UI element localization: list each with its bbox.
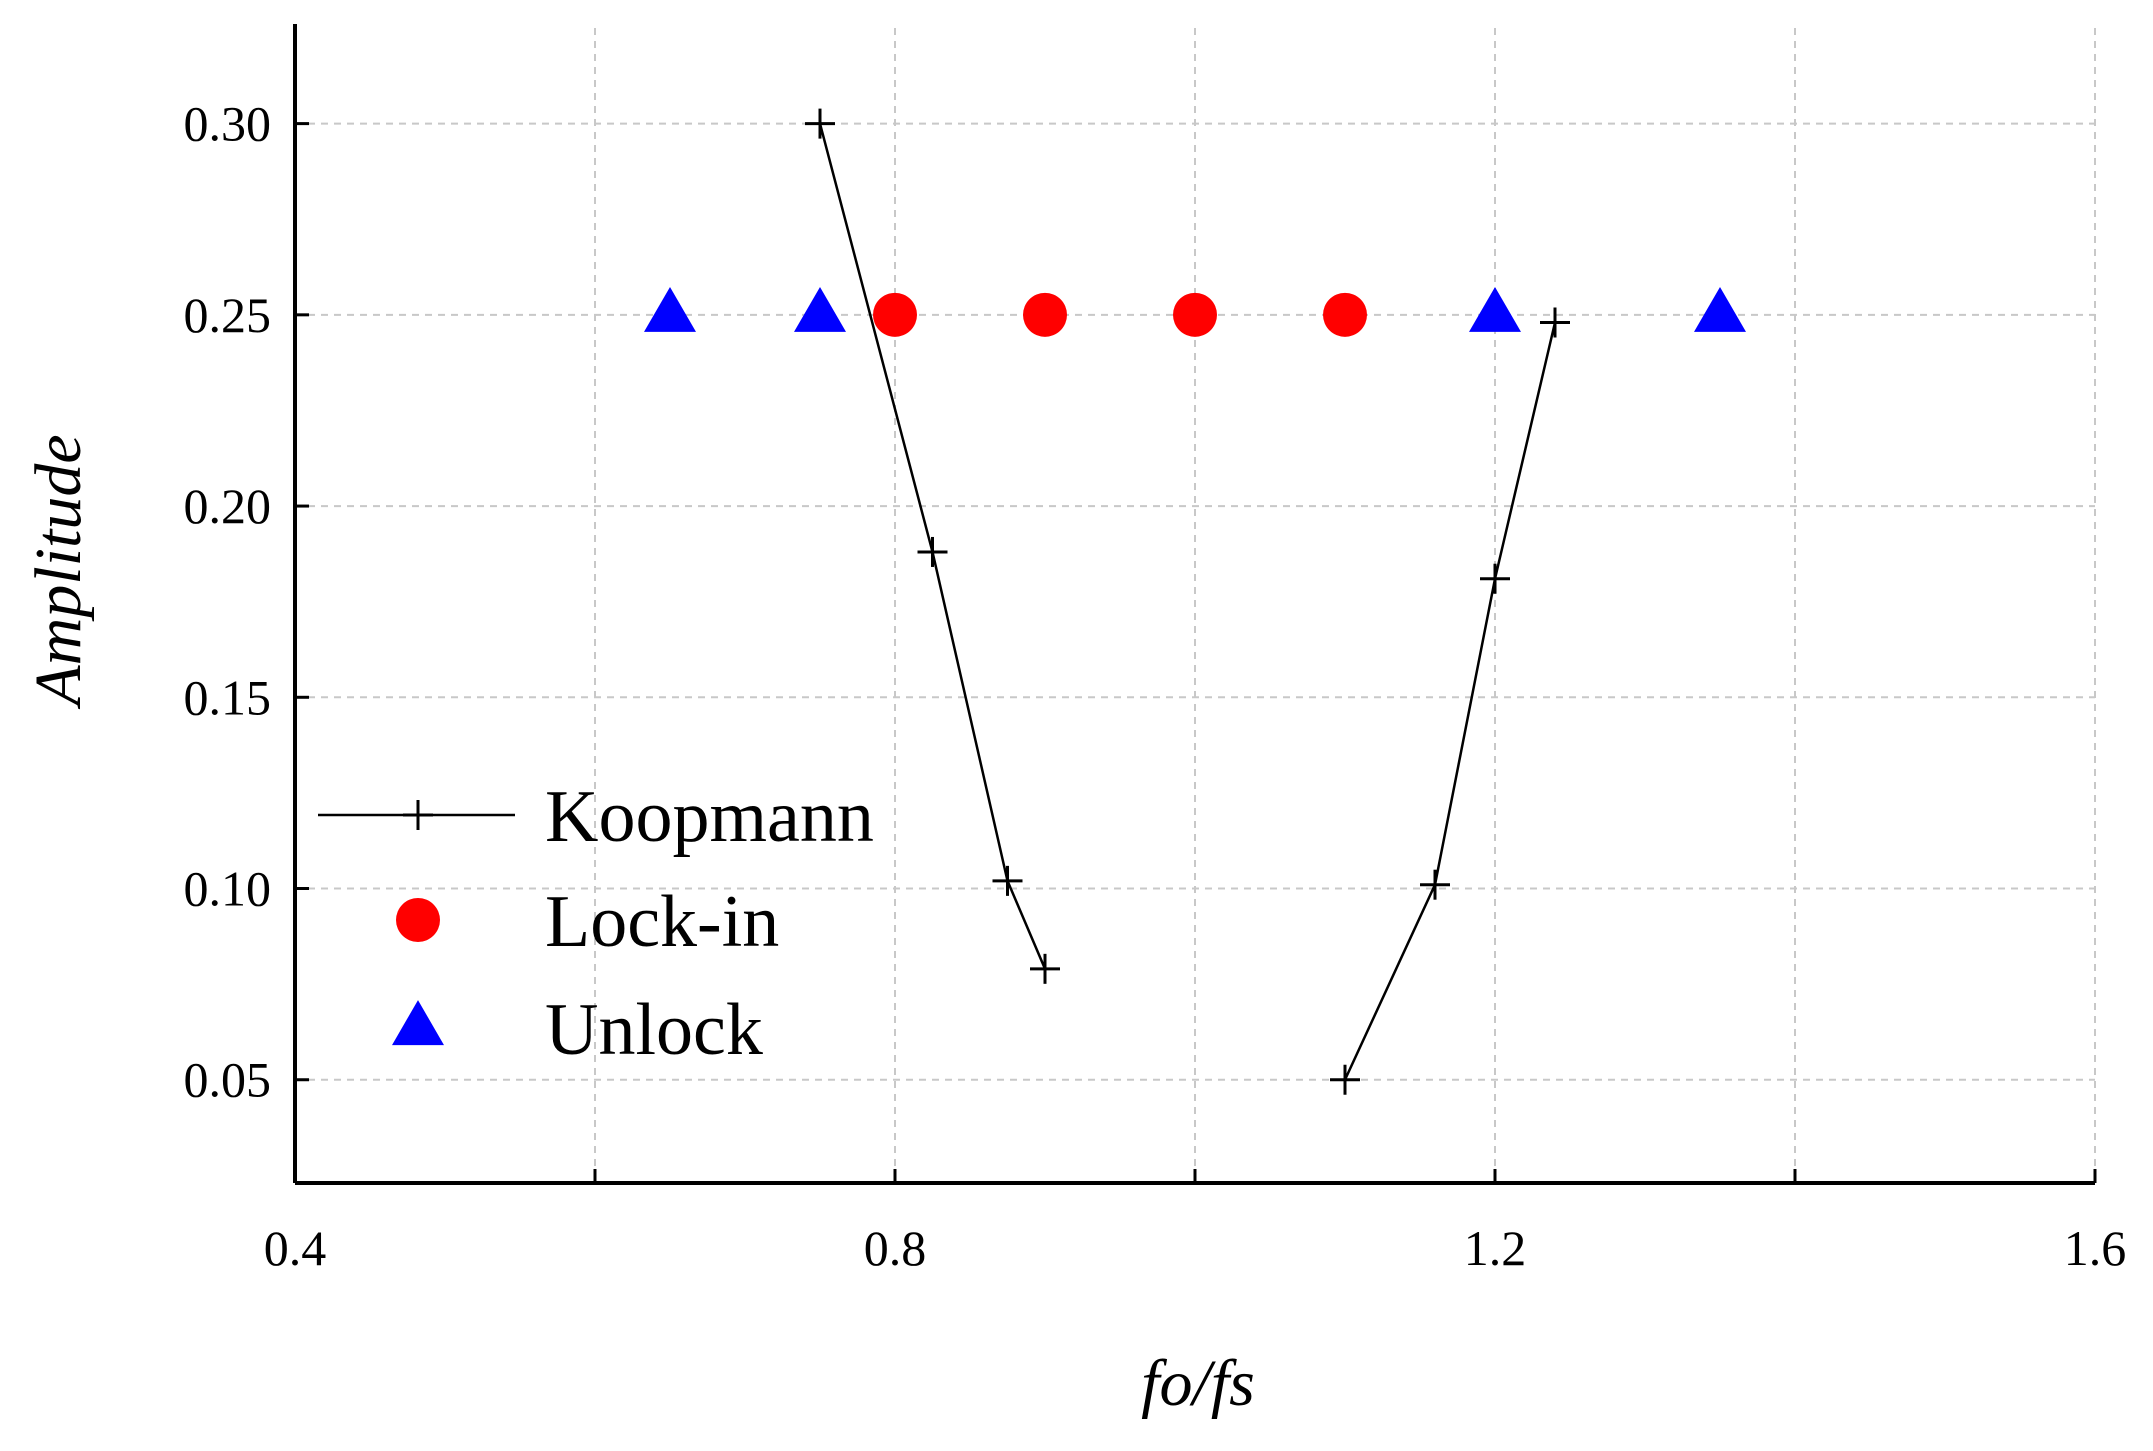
axes-layer bbox=[293, 24, 2097, 1185]
tick-labels: 0.4 0.8 1.2 1.6 0.05 0.10 0.15 0.20 0.25 0.30 bbox=[184, 96, 2127, 1276]
x-tick-label: 1.6 bbox=[2064, 1220, 2127, 1276]
koopmann-point bbox=[1330, 1064, 1360, 1095]
x-axis-title: fo/fs bbox=[1141, 1347, 1255, 1420]
x-tick-label: 0.8 bbox=[864, 1220, 927, 1276]
x-tick-label: 1.2 bbox=[1464, 1220, 1527, 1276]
unlock-point bbox=[1694, 286, 1746, 332]
koopmann-point bbox=[992, 865, 1023, 896]
legend-label: Lock-in bbox=[545, 881, 779, 963]
legend-label: Koopmann bbox=[545, 776, 874, 858]
koopmann-line bbox=[818, 123, 1047, 970]
y-tick-label: 0.05 bbox=[184, 1052, 272, 1108]
koopmann-point bbox=[805, 108, 835, 139]
y-tick-label: 0.20 bbox=[184, 478, 272, 534]
koopmann-point bbox=[1030, 953, 1060, 984]
series-layer bbox=[644, 108, 1746, 1095]
x-tick-label: 0.4 bbox=[264, 1220, 327, 1276]
lock-in-point bbox=[1323, 292, 1367, 337]
lock-in-point bbox=[1023, 292, 1067, 337]
koopmann-line bbox=[1343, 322, 1557, 1081]
y-tick-label: 0.15 bbox=[184, 669, 272, 725]
legend-triangle-icon bbox=[392, 1000, 444, 1046]
unlock-point bbox=[644, 286, 696, 332]
legend: Koopmann Lock-in Unlock bbox=[318, 776, 874, 1071]
y-tick-label: 0.25 bbox=[184, 287, 272, 343]
legend-plus-icon bbox=[403, 800, 433, 830]
legend-item-koopmann: Koopmann bbox=[318, 776, 874, 858]
lock-in-point bbox=[1173, 292, 1217, 337]
koopmann-point bbox=[1420, 869, 1450, 900]
legend-item-lock-in: Lock-in bbox=[396, 881, 779, 963]
legend-label: Unlock bbox=[545, 989, 763, 1071]
unlock-point bbox=[794, 286, 846, 332]
legend-circle-icon bbox=[396, 898, 440, 942]
koopmann-point bbox=[1480, 563, 1510, 594]
y-tick-label: 0.10 bbox=[184, 861, 272, 917]
y-tick-label: 0.30 bbox=[184, 96, 272, 152]
koopmann-point bbox=[917, 536, 948, 567]
unlock-point bbox=[1469, 286, 1521, 332]
y-axis-title: Amplitude bbox=[22, 434, 95, 709]
lock-in-point bbox=[873, 292, 917, 337]
koopmann-point bbox=[1540, 307, 1570, 338]
legend-item-unlock: Unlock bbox=[392, 989, 763, 1071]
